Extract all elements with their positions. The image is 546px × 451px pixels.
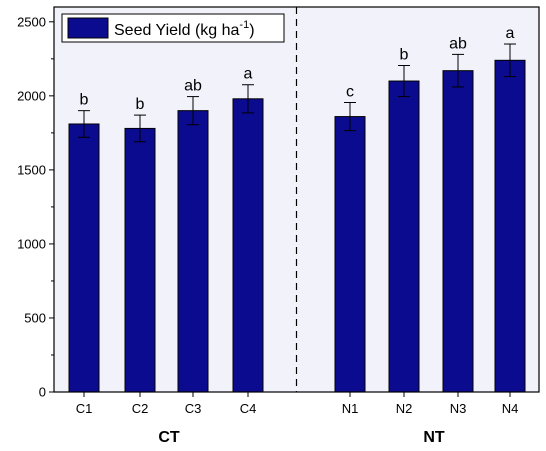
bar-c2 — [124, 127, 156, 393]
significance-label-c1: b — [80, 92, 89, 109]
x-tick-label-c1: C1 — [76, 401, 93, 416]
x-tick-label-n4: N4 — [502, 401, 519, 416]
legend-label-main: Seed Yield (kg ha — [114, 22, 240, 39]
y-tick-label-2500: 2500 — [17, 14, 46, 29]
significance-label-n4: a — [506, 25, 515, 42]
bar-c3 — [177, 110, 209, 393]
bar-n2 — [388, 80, 420, 393]
significance-label-n3: ab — [449, 35, 467, 52]
group-label-ct: CT — [158, 429, 180, 446]
x-tick-label-n2: N2 — [396, 401, 413, 416]
significance-label-c3: ab — [184, 78, 202, 95]
bars-layer: b b ab a c b ab a — [68, 25, 526, 393]
legend: Seed Yield (kg ha-1) — [61, 13, 285, 43]
legend-label-superscript: -1 — [239, 19, 249, 31]
y-tick-label-1500: 1500 — [17, 162, 46, 177]
legend-label: Seed Yield (kg ha-1) — [114, 19, 255, 39]
y-tick-label-1000: 1000 — [17, 236, 46, 251]
significance-label-c4: a — [244, 66, 253, 83]
legend-swatch — [67, 17, 109, 39]
x-tick-label-c4: C4 — [240, 401, 257, 416]
bar-n3 — [442, 70, 474, 393]
significance-label-n2: b — [400, 46, 409, 63]
bar-c1 — [68, 123, 100, 393]
bar-n4 — [494, 59, 526, 393]
group-label-nt: NT — [423, 429, 445, 446]
significance-label-n1: c — [346, 84, 354, 101]
y-tick-label-2000: 2000 — [17, 88, 46, 103]
bar-n1 — [334, 116, 366, 393]
bar-c4 — [232, 98, 264, 393]
axes-layer: 0 500 1000 1500 2000 2500 C1 C2 C3 C4 N1 N2 N3 N4 — [17, 6, 540, 416]
y-tick-label-500: 500 — [24, 310, 46, 325]
x-tick-label-c3: C3 — [185, 401, 202, 416]
x-tick-label-n3: N3 — [450, 401, 467, 416]
legend-label-suffix: ) — [249, 22, 254, 39]
x-tick-label-n1: N1 — [342, 401, 359, 416]
y-tick-label-0: 0 — [39, 385, 46, 400]
x-tick-label-c2: C2 — [132, 401, 149, 416]
significance-label-c2: b — [136, 96, 145, 113]
plot-frame — [53, 6, 540, 393]
